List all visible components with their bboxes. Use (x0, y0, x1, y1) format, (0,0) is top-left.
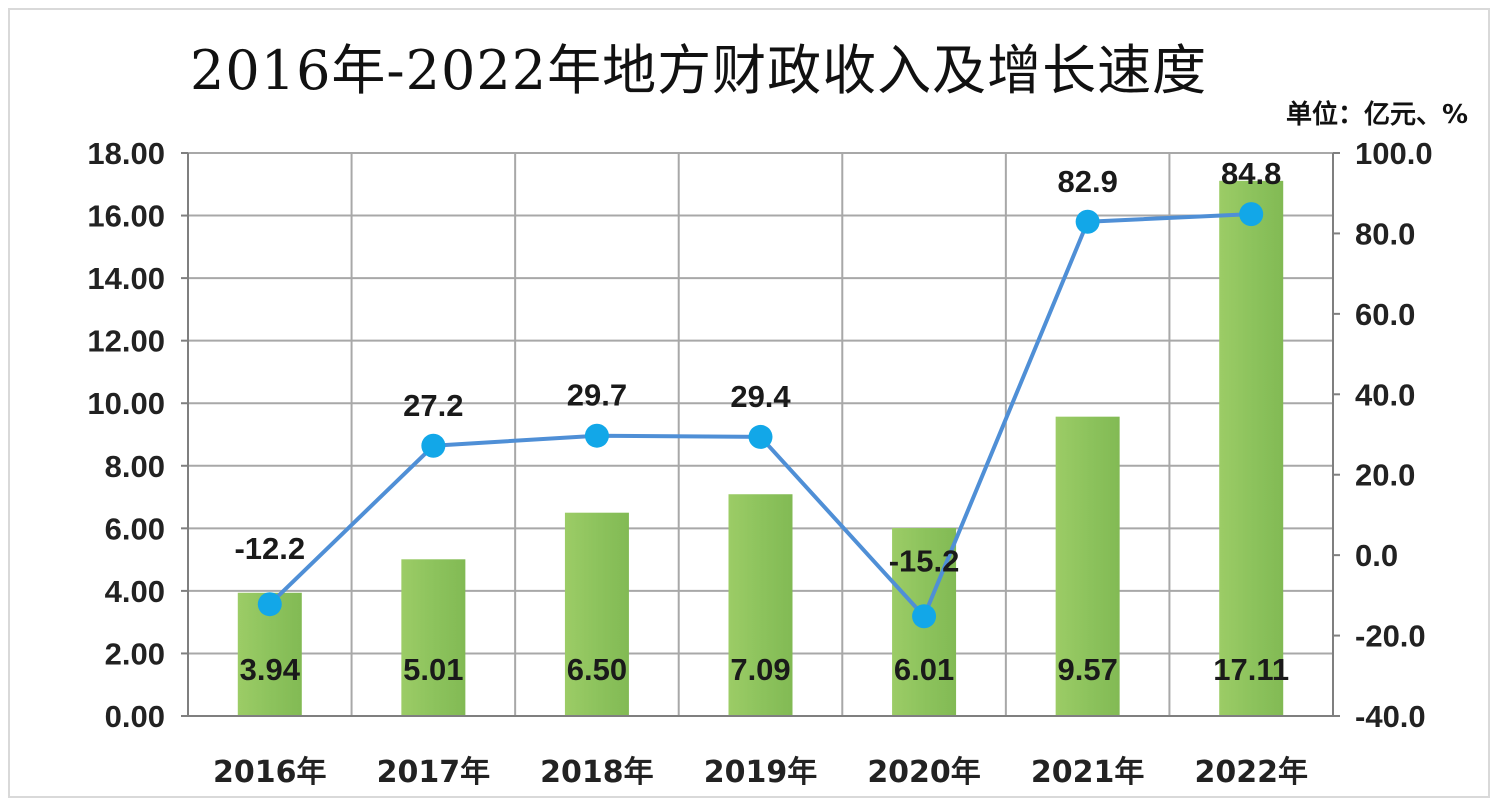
y-right-tick-label: 80.0 (1355, 216, 1415, 251)
chart-title: 2016年-2022年地方财政收入及增长速度 (190, 39, 1208, 102)
line-layer (257, 202, 1264, 629)
label-layer: 3.94 5.01 6.50 7.09 6.01 9.57 17.11 -12.2 27.2 29… (234, 156, 1289, 687)
x-tick-label: 2020年 (867, 755, 981, 790)
y-left-tick-label: 10.00 (87, 386, 165, 421)
growth-data-label: 84.8 (1221, 156, 1281, 191)
unit-label: 单位：亿元、% (1285, 100, 1468, 130)
y-left-tick-label: 8.00 (105, 449, 165, 484)
bar-data-label: 6.01 (894, 652, 954, 687)
bar-2017年 (401, 559, 466, 716)
bar-data-label: 3.94 (240, 652, 301, 687)
growth-marker-2018年 (584, 423, 609, 448)
x-tick-label: 2017年 (377, 755, 491, 790)
bar-layer (237, 180, 1284, 716)
growth-data-label: -12.2 (234, 531, 305, 566)
growth-data-label: 29.4 (730, 379, 791, 414)
growth-marker-2022年 (1239, 202, 1264, 227)
axis-layer: 0.00 2.00 4.00 6.00 8.00 10.00 12.00 14.00 16.00… (87, 136, 1432, 790)
y-left-tick-label: 16.00 (87, 199, 165, 234)
growth-data-label: 82.9 (1057, 164, 1117, 199)
growth-marker-2020年 (912, 604, 937, 629)
y-right-tick-label: -40.0 (1355, 699, 1426, 734)
x-tick-label: 2019年 (704, 755, 818, 790)
y-left-tick-label: 0.00 (105, 699, 165, 734)
bar-2018年 (564, 512, 629, 716)
bar-2022年 (1219, 180, 1284, 716)
y-left-tick-label: 18.00 (87, 136, 165, 171)
y-right-tick-label: 40.0 (1355, 377, 1415, 412)
growth-marker-2019年 (748, 424, 773, 449)
growth-marker-2017年 (421, 433, 446, 458)
x-tick-label: 2021年 (1031, 755, 1145, 790)
y-left-tick-label: 14.00 (87, 261, 165, 296)
growth-data-label: 29.7 (567, 378, 627, 413)
x-tick-label: 2016年 (213, 755, 327, 790)
y-right-tick-label: -20.0 (1355, 619, 1426, 654)
y-left-tick-label: 4.00 (105, 574, 165, 609)
bar-data-label: 7.09 (730, 652, 790, 687)
y-right-tick-label: 100.0 (1355, 136, 1433, 171)
bar-data-label: 9.57 (1057, 652, 1117, 687)
bar-data-label: 5.01 (403, 652, 463, 687)
bar-2021年 (1055, 416, 1120, 716)
bar-data-label: 17.11 (1213, 652, 1289, 687)
x-tick-label: 2022年 (1194, 755, 1308, 790)
growth-marker-2021年 (1075, 209, 1100, 234)
y-left-tick-label: 2.00 (105, 636, 165, 671)
y-right-tick-label: 60.0 (1355, 297, 1415, 332)
y-right-tick-label: 0.0 (1355, 538, 1398, 573)
x-tick-label: 2018年 (540, 755, 654, 790)
y-left-tick-label: 6.00 (105, 511, 165, 546)
growth-marker-2016年 (257, 592, 282, 617)
y-left-tick-label: 12.00 (87, 324, 165, 359)
growth-data-label: -15.2 (889, 543, 960, 578)
y-right-tick-label: 20.0 (1355, 458, 1415, 493)
bar-2019年 (728, 494, 793, 716)
growth-data-label: 27.2 (403, 388, 463, 423)
bar-data-label: 6.50 (567, 652, 627, 687)
